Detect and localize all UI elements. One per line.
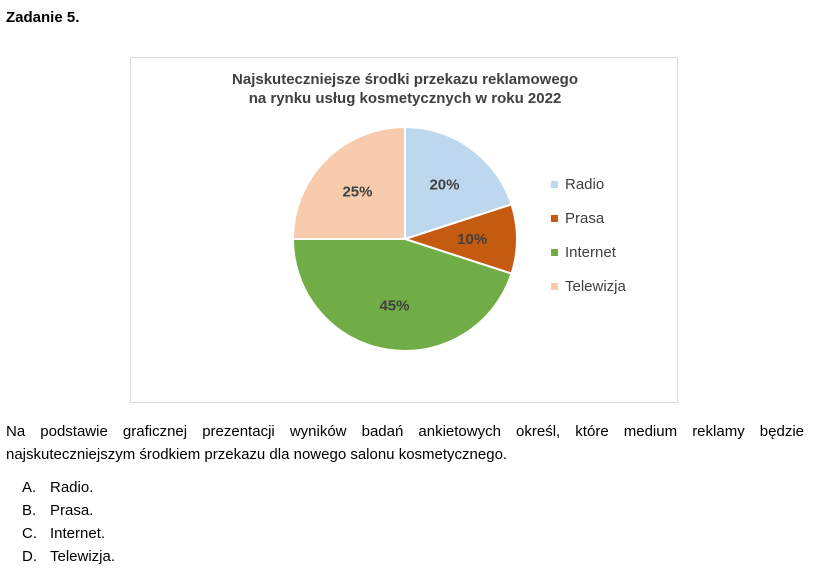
answer-text-a: Radio. — [50, 479, 94, 496]
chart-title-line-1: Najskuteczniejsze środki przekazu reklam… — [232, 71, 578, 88]
slice-label-internet: 45% — [379, 297, 409, 314]
answer-text-d: Telewizja. — [50, 548, 116, 565]
pie-svg: 20% 10% 45% 25% — [291, 125, 518, 352]
pie-slice-telewizja — [291, 125, 406, 240]
question-text: Na podstawie graficznej prezentacji wyni… — [6, 423, 804, 463]
answer-options: A. Radio. B. Prasa. C. Internet. D. Telewizj… — [22, 478, 115, 570]
legend-swatch-prasa — [551, 215, 558, 222]
legend-swatch-internet — [551, 249, 558, 256]
slice-label-prasa: 10% — [457, 231, 487, 248]
slice-label-radio: 20% — [429, 177, 459, 194]
answer-option-d[interactable]: D. Telewizja. — [22, 547, 115, 570]
answer-letter-b: B. — [22, 502, 37, 519]
legend-label-prasa: Prasa — [565, 210, 605, 227]
answer-text-c: Internet. — [50, 525, 106, 542]
legend-swatch-radio — [551, 181, 558, 188]
answer-option-c[interactable]: C. Internet. — [22, 524, 115, 547]
pie-slice-radio — [404, 125, 513, 241]
legend-label-internet: Internet — [565, 244, 616, 261]
answer-option-a[interactable]: A. Radio. — [22, 478, 115, 501]
slice-label-telewizja: 25% — [342, 183, 372, 200]
pie-slice-internet — [291, 238, 513, 352]
answer-letter-d: D. — [22, 548, 37, 565]
pie-chart: Najskuteczniejsze środki przekazu reklam… — [130, 57, 678, 403]
answer-letter-a: A. — [22, 479, 37, 496]
answer-text-b: Prasa. — [50, 502, 94, 519]
answer-option-b[interactable]: B. Prasa. — [22, 501, 115, 524]
task-title: Zadanie 5. — [6, 9, 80, 26]
chart-title-line-2: na rynku usług kosmetycznych w roku 2022 — [248, 90, 562, 107]
legend-swatch-telewizja — [551, 283, 558, 290]
legend-label-radio: Radio — [565, 176, 605, 193]
legend-label-telewizja: Telewizja — [565, 278, 626, 295]
answer-letter-c: C. — [22, 525, 37, 542]
